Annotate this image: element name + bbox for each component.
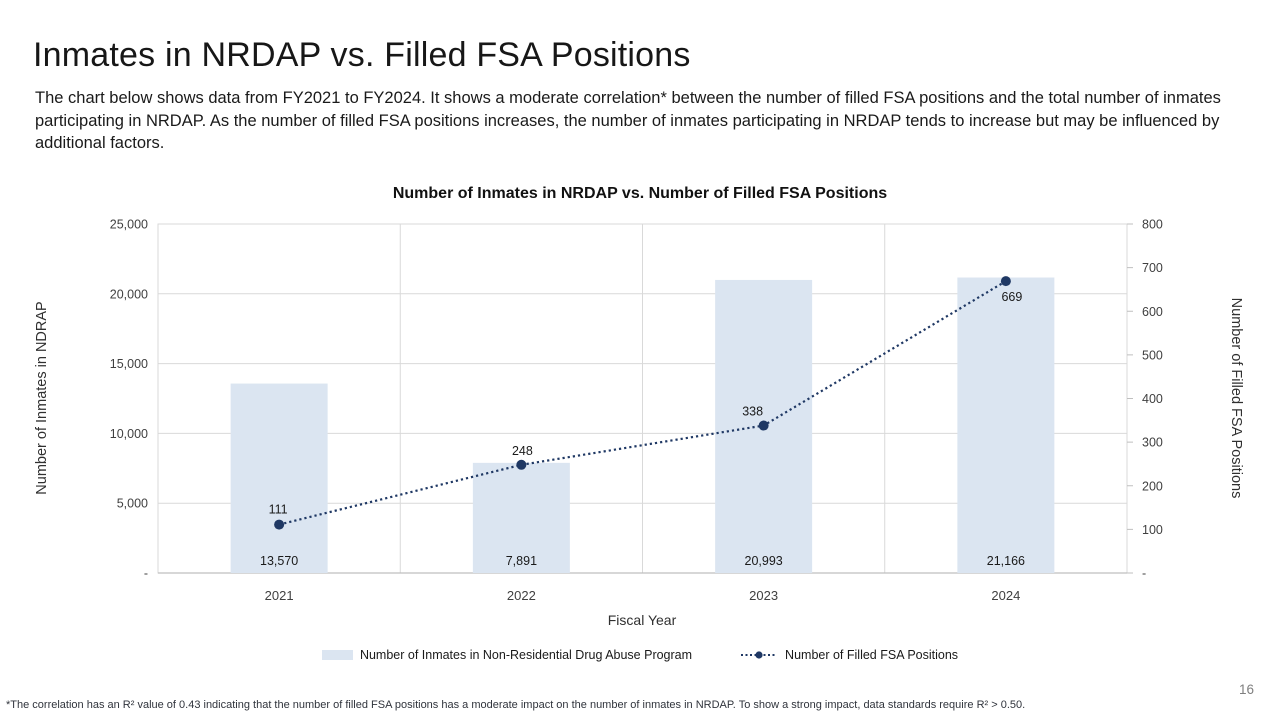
svg-text:800: 800 xyxy=(1142,218,1163,232)
svg-text:2021: 2021 xyxy=(265,588,294,603)
legend-label-fsa: Number of Filled FSA Positions xyxy=(785,648,959,662)
svg-text:20,000: 20,000 xyxy=(110,287,148,301)
svg-text:13,570: 13,570 xyxy=(260,554,298,568)
svg-text:200: 200 xyxy=(1142,479,1163,493)
svg-text:248: 248 xyxy=(512,444,533,458)
svg-text:Number of Filled FSA Positions: Number of Filled FSA Positions xyxy=(1228,298,1244,499)
svg-text:2022: 2022 xyxy=(507,588,536,603)
svg-text:400: 400 xyxy=(1142,392,1163,406)
svg-text:25,000: 25,000 xyxy=(110,218,148,232)
svg-text:5,000: 5,000 xyxy=(117,497,148,511)
legend-item-inmates: Number of Inmates in Non-Residential Dru… xyxy=(321,648,693,662)
footnote: *The correlation has an R² value of 0.43… xyxy=(6,699,1026,711)
svg-text:100: 100 xyxy=(1142,523,1163,537)
svg-text:669: 669 xyxy=(1001,290,1022,304)
svg-text:15,000: 15,000 xyxy=(110,357,148,371)
page-number: 16 xyxy=(1238,682,1254,697)
svg-text:21,166: 21,166 xyxy=(987,554,1025,568)
svg-text:338: 338 xyxy=(742,405,763,419)
bar-series-swatch-icon xyxy=(321,650,353,660)
legend-item-fsa: Number of Filled FSA Positions xyxy=(740,648,958,662)
svg-text:700: 700 xyxy=(1142,261,1163,275)
legend-label-inmates: Number of Inmates in Non-Residential Dru… xyxy=(359,648,693,662)
svg-text:-: - xyxy=(1142,567,1146,581)
chart-legend: Number of Inmates in Non-Residential Dru… xyxy=(0,648,1280,662)
svg-text:2023: 2023 xyxy=(749,588,778,603)
svg-text:Fiscal Year: Fiscal Year xyxy=(608,612,677,628)
svg-text:300: 300 xyxy=(1142,436,1163,450)
chart-title: Number of Inmates in NRDAP vs. Number of… xyxy=(392,185,888,202)
svg-text:500: 500 xyxy=(1142,348,1163,362)
svg-text:7,891: 7,891 xyxy=(506,554,537,568)
svg-text:10,000: 10,000 xyxy=(110,427,148,441)
svg-text:20,993: 20,993 xyxy=(745,554,783,568)
svg-text:111: 111 xyxy=(269,503,288,517)
line-series-swatch-icon xyxy=(740,649,778,661)
slide-title: Inmates in NRDAP vs. Filled FSA Position… xyxy=(33,36,691,74)
slide-description: The chart below shows data from FY2021 t… xyxy=(35,89,1221,152)
svg-text:600: 600 xyxy=(1142,305,1163,319)
svg-text:-: - xyxy=(144,567,148,581)
svg-text:2024: 2024 xyxy=(991,588,1020,603)
svg-text:Number of Inmates in NDRAP: Number of Inmates in NDRAP xyxy=(34,301,50,494)
